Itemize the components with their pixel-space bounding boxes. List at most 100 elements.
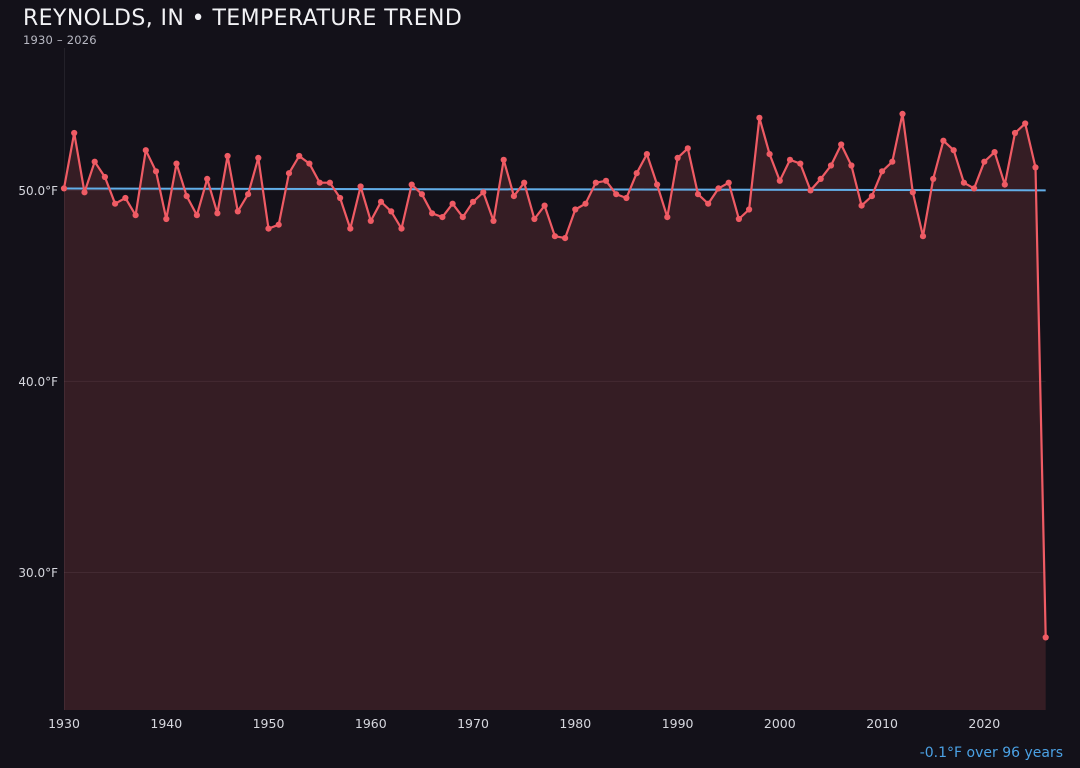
data-point-1938 bbox=[142, 147, 149, 154]
x-tick-label: 1970 bbox=[457, 716, 489, 731]
data-point-2013 bbox=[909, 189, 916, 196]
data-point-1985 bbox=[623, 194, 630, 202]
data-point-2019 bbox=[971, 185, 978, 192]
data-point-2002 bbox=[797, 160, 804, 167]
data-point-1990 bbox=[674, 154, 681, 161]
data-point-2001 bbox=[786, 156, 794, 163]
data-point-1974 bbox=[510, 193, 517, 200]
data-point-1965 bbox=[418, 191, 425, 198]
data-point-1975 bbox=[521, 179, 528, 186]
data-point-1967 bbox=[439, 214, 446, 221]
data-point-2005 bbox=[827, 162, 835, 169]
data-point-1952 bbox=[285, 170, 293, 177]
x-tick-label: 2010 bbox=[866, 716, 898, 731]
data-point-1991 bbox=[684, 145, 691, 152]
data-point-1996 bbox=[735, 215, 743, 223]
data-point-2012 bbox=[899, 110, 906, 117]
data-point-1946 bbox=[224, 152, 231, 160]
data-point-1954 bbox=[306, 160, 313, 167]
data-point-1986 bbox=[633, 170, 640, 177]
x-tick-label: 1990 bbox=[662, 716, 694, 731]
data-point-1982 bbox=[592, 179, 599, 186]
data-point-1931 bbox=[71, 129, 78, 137]
data-point-1960 bbox=[367, 217, 374, 224]
data-point-2023 bbox=[1011, 129, 1019, 137]
data-point-1940 bbox=[163, 215, 170, 223]
data-point-1944 bbox=[204, 175, 211, 182]
data-point-1978 bbox=[551, 233, 559, 240]
data-point-1980 bbox=[572, 206, 579, 213]
data-point-2024 bbox=[1022, 120, 1029, 127]
data-point-1964 bbox=[408, 181, 415, 188]
data-point-2020 bbox=[981, 158, 988, 165]
data-point-2025 bbox=[1032, 164, 1039, 171]
data-point-1979 bbox=[562, 235, 569, 242]
data-point-1963 bbox=[398, 225, 405, 232]
data-point-1951 bbox=[275, 221, 282, 228]
y-tick-label: 50.0°F bbox=[18, 184, 58, 198]
data-point-1976 bbox=[531, 215, 538, 223]
data-point-1970 bbox=[469, 198, 477, 205]
data-point-1983 bbox=[602, 177, 610, 184]
data-point-2011 bbox=[889, 158, 896, 165]
data-point-2022 bbox=[1001, 181, 1008, 188]
data-point-2016 bbox=[940, 137, 947, 144]
data-point-1943 bbox=[193, 212, 200, 219]
data-point-2009 bbox=[868, 193, 876, 200]
data-point-1957 bbox=[337, 194, 344, 202]
trend-summary-label: -0.1°F over 96 years bbox=[919, 745, 1063, 761]
data-point-1932 bbox=[81, 189, 88, 196]
x-tick-label: 2020 bbox=[968, 716, 1000, 731]
data-point-2021 bbox=[991, 149, 998, 156]
data-point-1959 bbox=[357, 183, 364, 190]
data-point-2014 bbox=[919, 233, 927, 240]
data-point-1977 bbox=[541, 202, 548, 209]
data-point-1988 bbox=[654, 181, 661, 188]
x-tick-label: 2000 bbox=[764, 716, 796, 731]
data-point-1930 bbox=[60, 185, 68, 192]
data-point-1956 bbox=[326, 179, 333, 186]
data-point-1945 bbox=[214, 210, 221, 217]
data-point-1981 bbox=[582, 200, 589, 207]
data-point-1939 bbox=[152, 168, 160, 175]
y-tick-label: 30.0°F bbox=[18, 566, 58, 580]
data-point-1966 bbox=[429, 210, 436, 217]
data-point-1936 bbox=[122, 194, 129, 202]
data-point-1958 bbox=[347, 225, 354, 232]
x-tick-label: 1980 bbox=[559, 716, 591, 731]
data-point-1950 bbox=[265, 225, 272, 232]
data-point-1934 bbox=[101, 173, 108, 181]
data-point-1999 bbox=[766, 151, 773, 158]
data-point-1972 bbox=[490, 217, 497, 224]
x-tick-label: 1940 bbox=[150, 716, 182, 731]
data-point-1968 bbox=[449, 200, 456, 207]
y-tick-label: 40.0°F bbox=[18, 375, 58, 389]
data-point-1947 bbox=[234, 208, 241, 215]
data-point-1998 bbox=[756, 114, 763, 121]
data-point-1984 bbox=[613, 191, 620, 198]
data-point-2010 bbox=[879, 168, 886, 175]
data-point-1989 bbox=[664, 214, 671, 221]
chart-title: REYNOLDS, IN • TEMPERATURE TREND bbox=[23, 6, 463, 31]
data-point-1953 bbox=[296, 152, 303, 160]
data-point-1992 bbox=[694, 191, 702, 198]
chart-subtitle: 1930 – 2026 bbox=[23, 33, 97, 47]
data-point-2006 bbox=[838, 141, 845, 148]
x-tick-label: 1950 bbox=[253, 716, 285, 731]
data-point-1949 bbox=[255, 154, 262, 161]
data-point-1987 bbox=[643, 151, 651, 158]
data-point-2026 bbox=[1042, 634, 1049, 641]
chart-header: REYNOLDS, IN • TEMPERATURE TREND 1930 – … bbox=[23, 6, 462, 47]
data-point-2008 bbox=[858, 202, 865, 209]
data-point-1997 bbox=[746, 206, 753, 213]
data-point-1941 bbox=[173, 160, 180, 167]
data-point-2007 bbox=[848, 162, 855, 169]
data-point-1942 bbox=[183, 193, 190, 200]
data-point-1935 bbox=[112, 200, 119, 207]
data-point-2018 bbox=[960, 179, 968, 186]
trend-line bbox=[63, 187, 1046, 192]
data-point-1955 bbox=[316, 179, 323, 186]
data-point-1994 bbox=[715, 185, 722, 192]
data-point-1993 bbox=[705, 200, 712, 207]
